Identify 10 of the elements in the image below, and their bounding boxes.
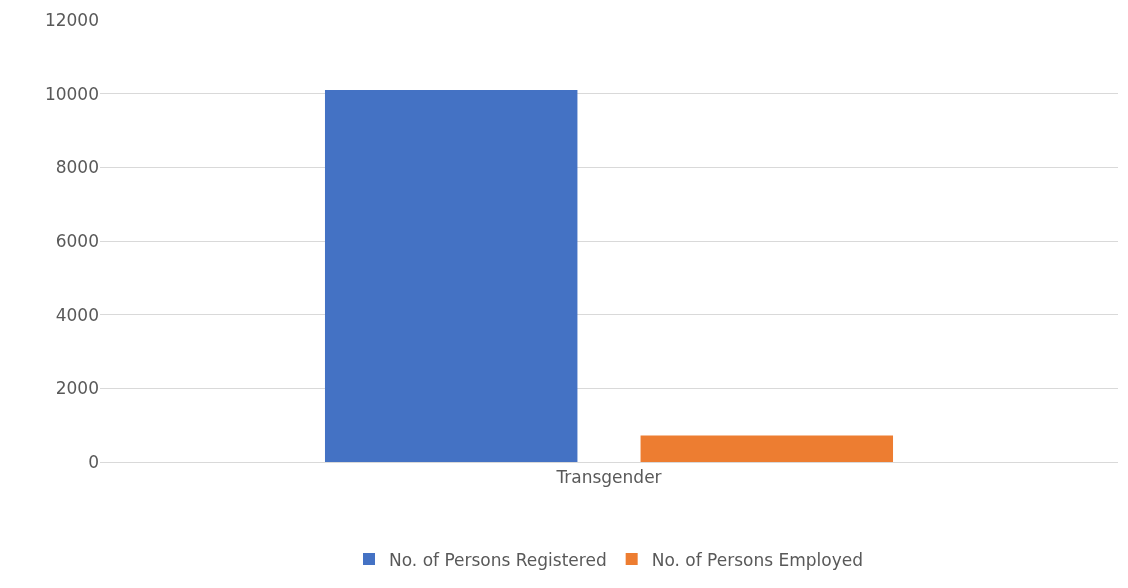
- y-tick-label: 4000: [55, 304, 99, 325]
- legend-label: No. of Persons Employed: [651, 549, 864, 570]
- y-tick-label: 12000: [44, 9, 99, 30]
- y-tick-label: 6000: [55, 230, 99, 251]
- legend-label: No. of Persons Registered: [389, 549, 607, 570]
- y-tick-label: 2000: [55, 378, 99, 399]
- x-tick-label: Transgender: [555, 467, 662, 488]
- y-tick-label: 0: [88, 451, 99, 472]
- y-tick-label: 10000: [44, 83, 99, 104]
- y-tick-label: 8000: [55, 157, 99, 178]
